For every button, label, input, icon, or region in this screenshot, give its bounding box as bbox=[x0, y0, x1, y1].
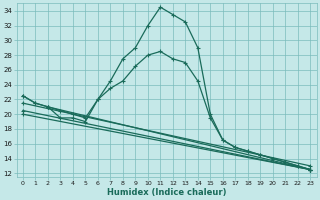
X-axis label: Humidex (Indice chaleur): Humidex (Indice chaleur) bbox=[107, 188, 226, 197]
